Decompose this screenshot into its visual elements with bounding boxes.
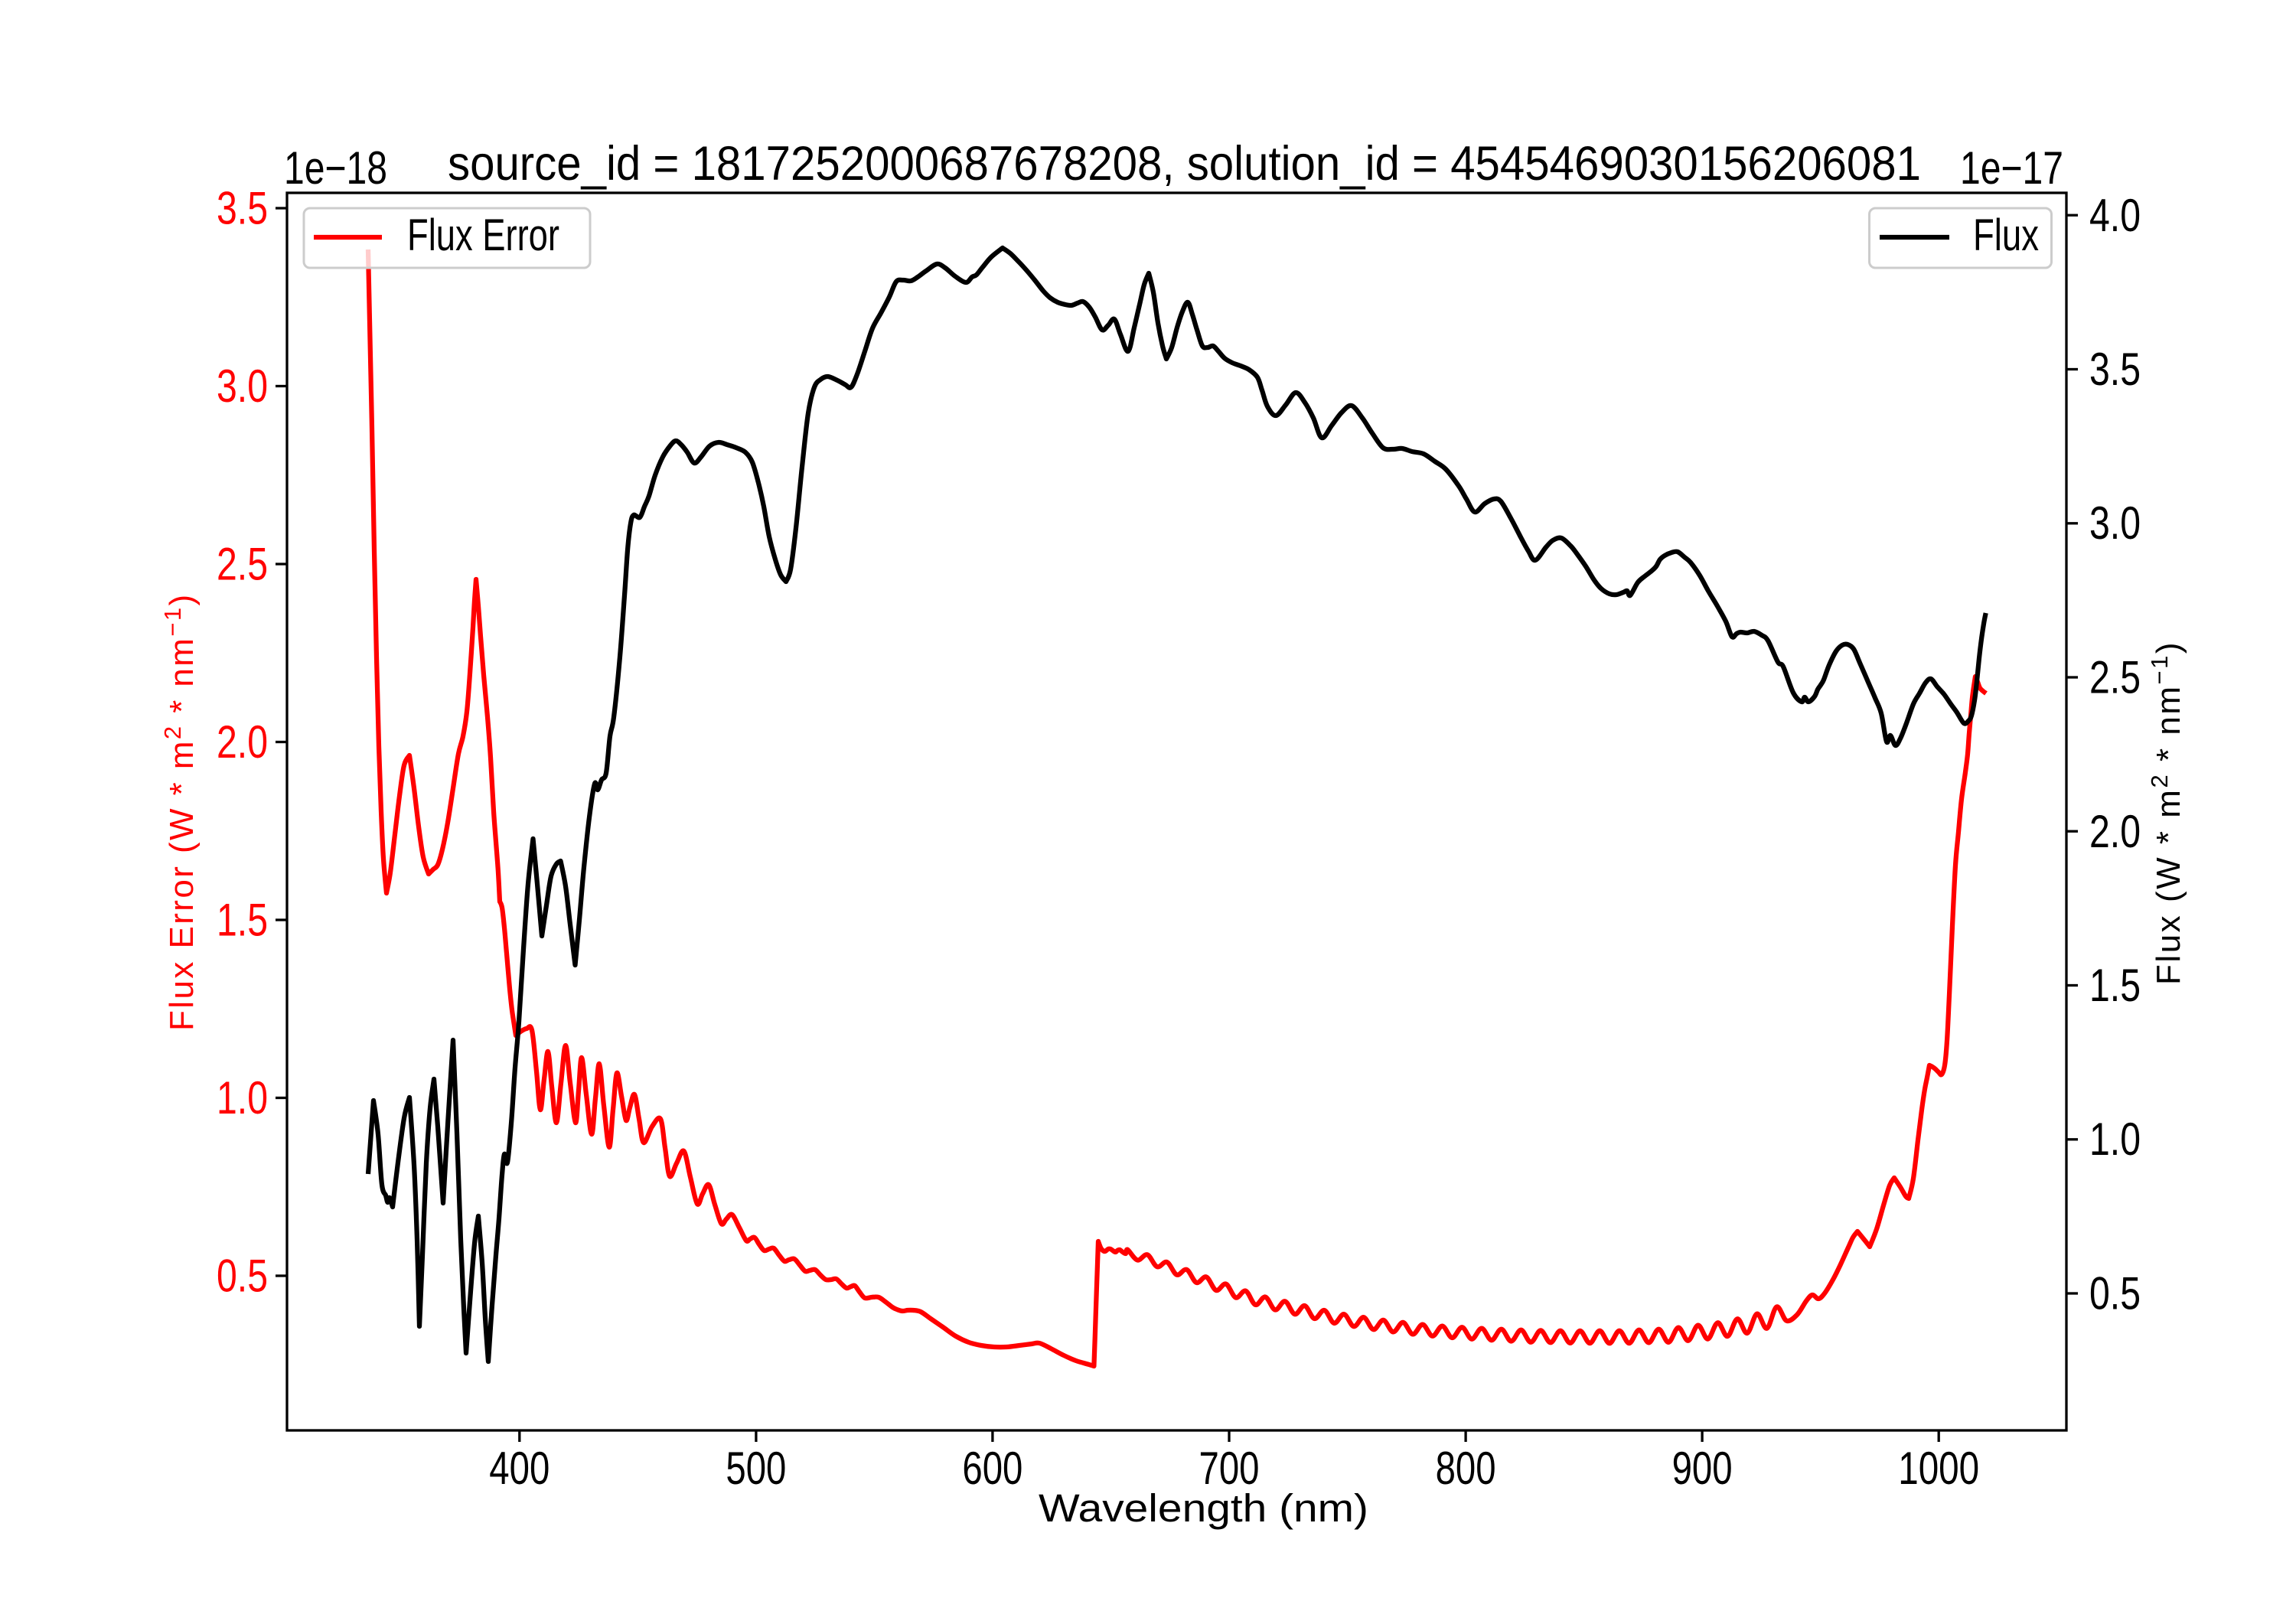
svg-text:1e−18: 1e−18	[284, 142, 387, 194]
svg-text:Flux Error (W * m2 * nm−1): Flux Error (W * m2 * nm−1)	[159, 592, 201, 1031]
svg-text:0.5: 0.5	[2089, 1268, 2141, 1319]
svg-text:600: 600	[962, 1443, 1022, 1494]
svg-text:1e−17: 1e−17	[1960, 142, 2063, 194]
svg-text:1000: 1000	[1898, 1443, 1979, 1494]
svg-text:2.0: 2.0	[2089, 806, 2141, 857]
svg-text:3.5: 3.5	[217, 183, 268, 234]
svg-text:2.5: 2.5	[217, 539, 268, 590]
svg-text:500: 500	[726, 1443, 786, 1494]
svg-text:1.5: 1.5	[217, 895, 268, 946]
svg-text:4.0: 4.0	[2089, 190, 2141, 241]
svg-text:Flux Error: Flux Error	[407, 210, 559, 260]
svg-text:source_id = 181725200068767820: source_id = 1817252000687678208, solutio…	[448, 137, 1921, 191]
svg-text:3.0: 3.0	[217, 360, 268, 412]
svg-text:1.5: 1.5	[2089, 960, 2141, 1011]
svg-text:1.0: 1.0	[217, 1072, 268, 1123]
svg-text:Wavelength (nm): Wavelength (nm)	[1039, 1486, 1368, 1530]
svg-text:1.0: 1.0	[2089, 1114, 2141, 1165]
svg-text:900: 900	[1672, 1443, 1733, 1494]
svg-text:2.5: 2.5	[2089, 652, 2141, 703]
svg-text:800: 800	[1436, 1443, 1496, 1494]
svg-text:3.0: 3.0	[2089, 497, 2141, 549]
svg-text:0.5: 0.5	[217, 1251, 268, 1302]
svg-text:700: 700	[1199, 1443, 1260, 1494]
svg-text:400: 400	[489, 1443, 550, 1494]
svg-text:Flux: Flux	[1973, 210, 2039, 260]
svg-text:Flux (W * m2 * nm−1): Flux (W * m2 * nm−1)	[2146, 641, 2187, 985]
svg-text:3.5: 3.5	[2089, 344, 2141, 395]
svg-text:2.0: 2.0	[217, 716, 268, 768]
